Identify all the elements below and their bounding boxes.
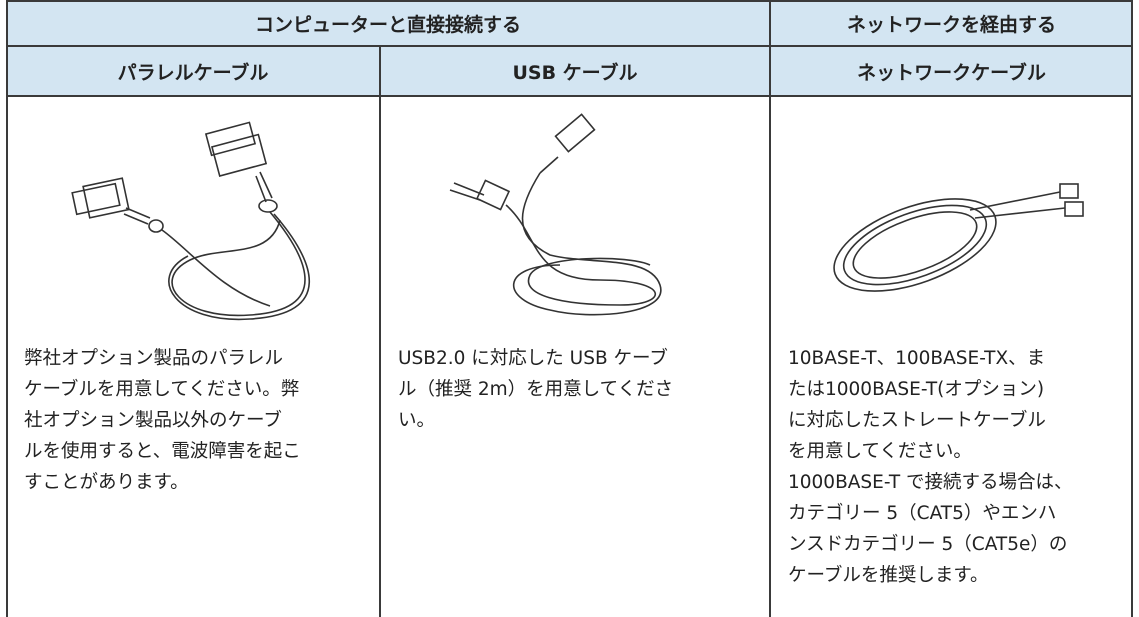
header-sub: ネットワークケーブル <box>770 46 1133 96</box>
text-line: ルを使用すると、電波障害を起こ <box>24 441 301 462</box>
text-line: 弊社オプション製品のパラレル <box>24 348 284 369</box>
header-sub: パラレルケーブル <box>6 46 380 96</box>
rule <box>769 0 771 617</box>
cell-text: 弊社オプション製品のパラレル ケーブルを用意してください。弊 社オプション製品以外の… <box>24 343 301 498</box>
usb-cable-illustration <box>449 113 662 316</box>
text-line: ケーブルを推奨します。 <box>788 565 989 586</box>
parallel-cable-illustration <box>71 121 310 321</box>
text-line: すことがあります。 <box>24 472 189 493</box>
header-top: コンピューターと直接接続する <box>6 0 770 46</box>
cell-text: 10BASE-T、100BASE-TX、ま たは1000BASE-T(オプション)… <box>788 343 1073 591</box>
text-line: 10BASE-T、100BASE-TX、ま <box>788 348 1046 369</box>
rule <box>6 45 1133 47</box>
header-sub: USB ケーブル <box>380 46 770 96</box>
text-line: を用意してください。 <box>788 441 972 462</box>
header-top: ネットワークを経由する <box>770 0 1133 46</box>
text-line: 1000BASE-T で接続する場合は、 <box>788 472 1073 493</box>
text-line: カテゴリー 5（CAT5）やエンハ <box>788 503 1057 524</box>
rule <box>379 46 381 617</box>
text-line: い。 <box>398 410 436 431</box>
rule <box>6 0 1133 2</box>
text-line: ケーブルを用意してください。弊 <box>24 379 300 400</box>
text-line: ンスドカテゴリー 5（CAT5e）の <box>788 534 1068 555</box>
text-line: たは1000BASE-T(オプション) <box>788 379 1045 400</box>
rule <box>6 95 1133 97</box>
network-cable-illustration <box>833 183 1084 292</box>
rule <box>1131 0 1133 617</box>
rule <box>6 0 8 617</box>
text-line: 社オプション製品以外のケーブ <box>24 410 282 431</box>
text-line: に対応したストレートケーブル <box>788 410 1046 431</box>
text-line: USB2.0 に対応した USB ケーブ <box>398 348 668 369</box>
text-line: ル（推奨 2m）を用意してくださ <box>398 379 674 400</box>
cell-text: USB2.0 に対応した USB ケーブ ル（推奨 2m）を用意してくださ い。 <box>398 343 673 436</box>
